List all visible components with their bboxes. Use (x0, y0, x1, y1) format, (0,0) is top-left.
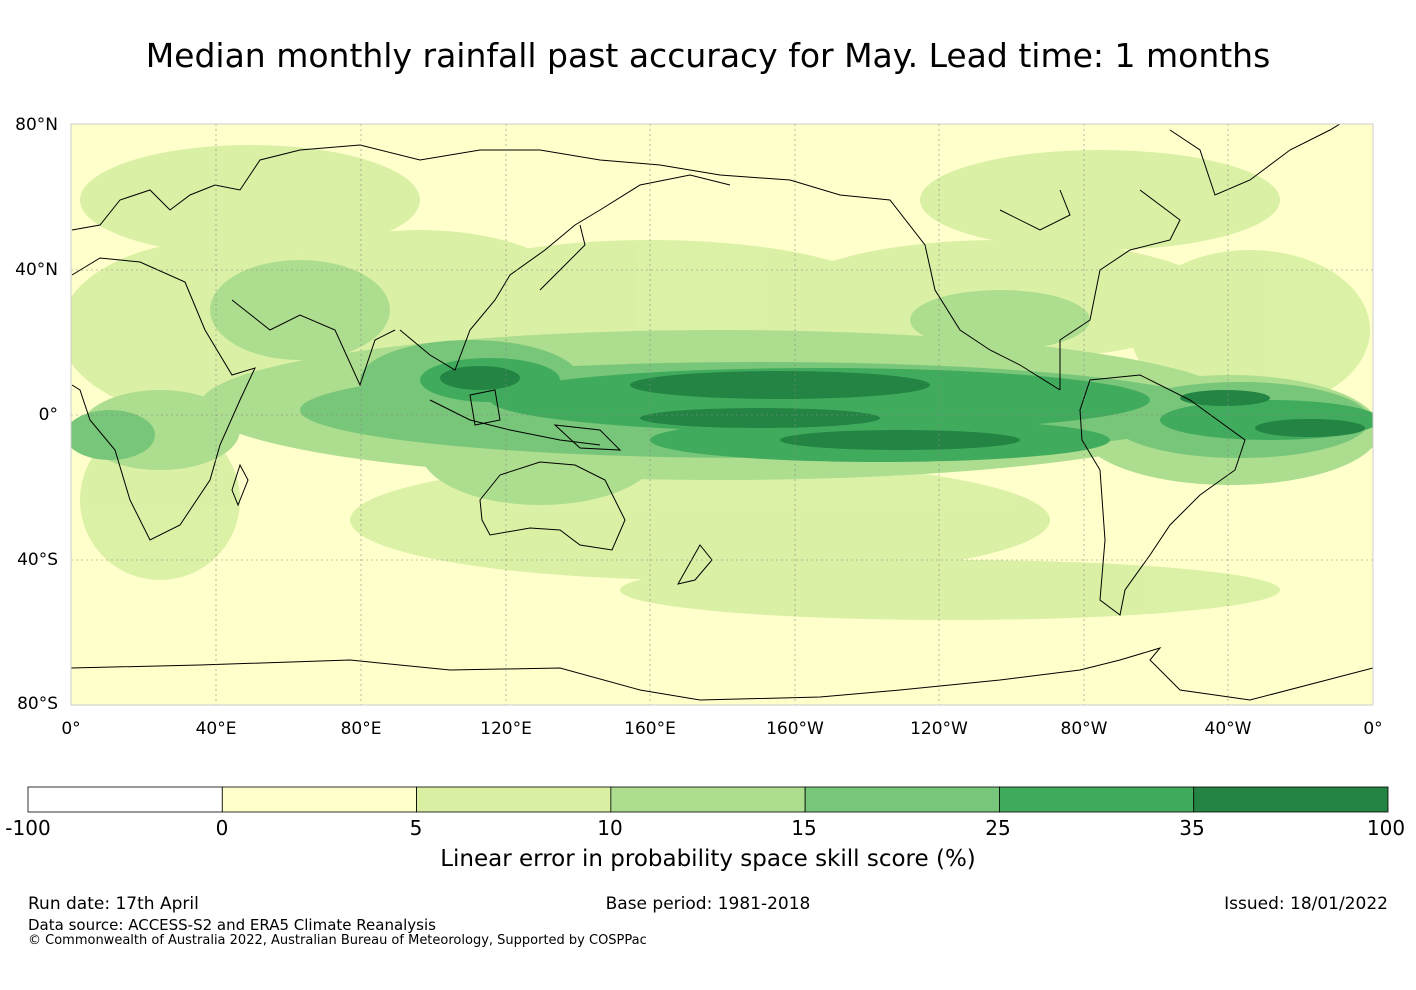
lon-label-40e: 40°E (195, 719, 237, 739)
colorbar-segment-3 (610, 786, 806, 813)
lon-label-0-west: 0° (61, 719, 81, 739)
colorbar-segment-6 (1193, 786, 1389, 813)
colorbar-label-6: 35 (1179, 816, 1205, 840)
lat-label-40n: 40°N (15, 260, 58, 280)
africa-coast (71, 257, 256, 541)
coastlines (71, 124, 1373, 701)
lat-label-40s: 40°S (17, 550, 58, 570)
colorbar-label-1: 0 (215, 816, 229, 840)
colorbar-label-2: 5 (409, 816, 423, 840)
lon-label-120w: 120°W (910, 719, 968, 739)
lat-label-80s: 80°S (17, 694, 58, 714)
north-america-west-coast (789, 179, 1061, 391)
north-asia-coast (299, 144, 791, 181)
greenland-coast (1169, 124, 1341, 196)
new-guinea-coast (553, 424, 622, 451)
issued-date: Issued: 18/01/2022 (1224, 894, 1388, 914)
lat-label-0: 0° (38, 405, 58, 425)
japan-coast (539, 224, 586, 291)
page-title: Median monthly rainfall past accuracy fo… (145, 36, 1271, 75)
skill-field (71, 124, 1373, 705)
australia-coast (479, 461, 626, 551)
colorbar (27, 786, 1389, 813)
colorbar-segment-0 (27, 786, 223, 813)
copyright: © Commonwealth of Australia 2022, Austra… (28, 933, 647, 948)
base-period: Base period: 1981-2018 (605, 894, 811, 914)
east-asia-coast (399, 174, 731, 371)
borneo-coast (469, 389, 501, 426)
colorbar-segment-2 (416, 786, 612, 813)
lon-label-120e: 120°E (480, 719, 532, 739)
hudson-coast (999, 189, 1071, 231)
new-zealand-coast (677, 544, 713, 585)
map-frame (70, 123, 1374, 706)
lon-label-40w: 40°W (1204, 719, 1252, 739)
lon-label-80e: 80°E (340, 719, 382, 739)
lon-label-160e: 160°E (624, 719, 676, 739)
run-date: Run date: 17th April (28, 894, 199, 914)
antarctica-coast (71, 647, 1373, 701)
colorbar-label-4: 15 (791, 816, 817, 840)
colorbar-segment-1 (221, 786, 417, 813)
north-america-east-coast (1059, 189, 1181, 390)
gridlines (71, 124, 1373, 705)
colorbar-label-5: 25 (985, 816, 1011, 840)
lat-label-80n: 80°N (15, 115, 58, 135)
field-patches-very-high (440, 366, 1365, 450)
madagascar-coast (231, 463, 249, 507)
lon-label-0-east: 0° (1363, 719, 1383, 739)
data-source: Data source: ACCESS-S2 and ERA5 Climate … (28, 916, 436, 934)
colorbar-label-0: -100 (5, 816, 51, 840)
colorbar-label-7: 100 (1366, 816, 1406, 840)
colorbar-segment-4 (804, 786, 1000, 813)
lon-label-80w: 80°W (1060, 719, 1108, 739)
colorbar-segment-5 (999, 786, 1195, 813)
europe-coast (71, 149, 301, 231)
south-america-coast (1079, 374, 1246, 616)
arabia-india-coast (231, 299, 396, 387)
colorbar-label-3: 10 (597, 816, 623, 840)
lon-label-160w: 160°W (766, 719, 824, 739)
colorbar-title: Linear error in probability space skill … (440, 846, 976, 872)
